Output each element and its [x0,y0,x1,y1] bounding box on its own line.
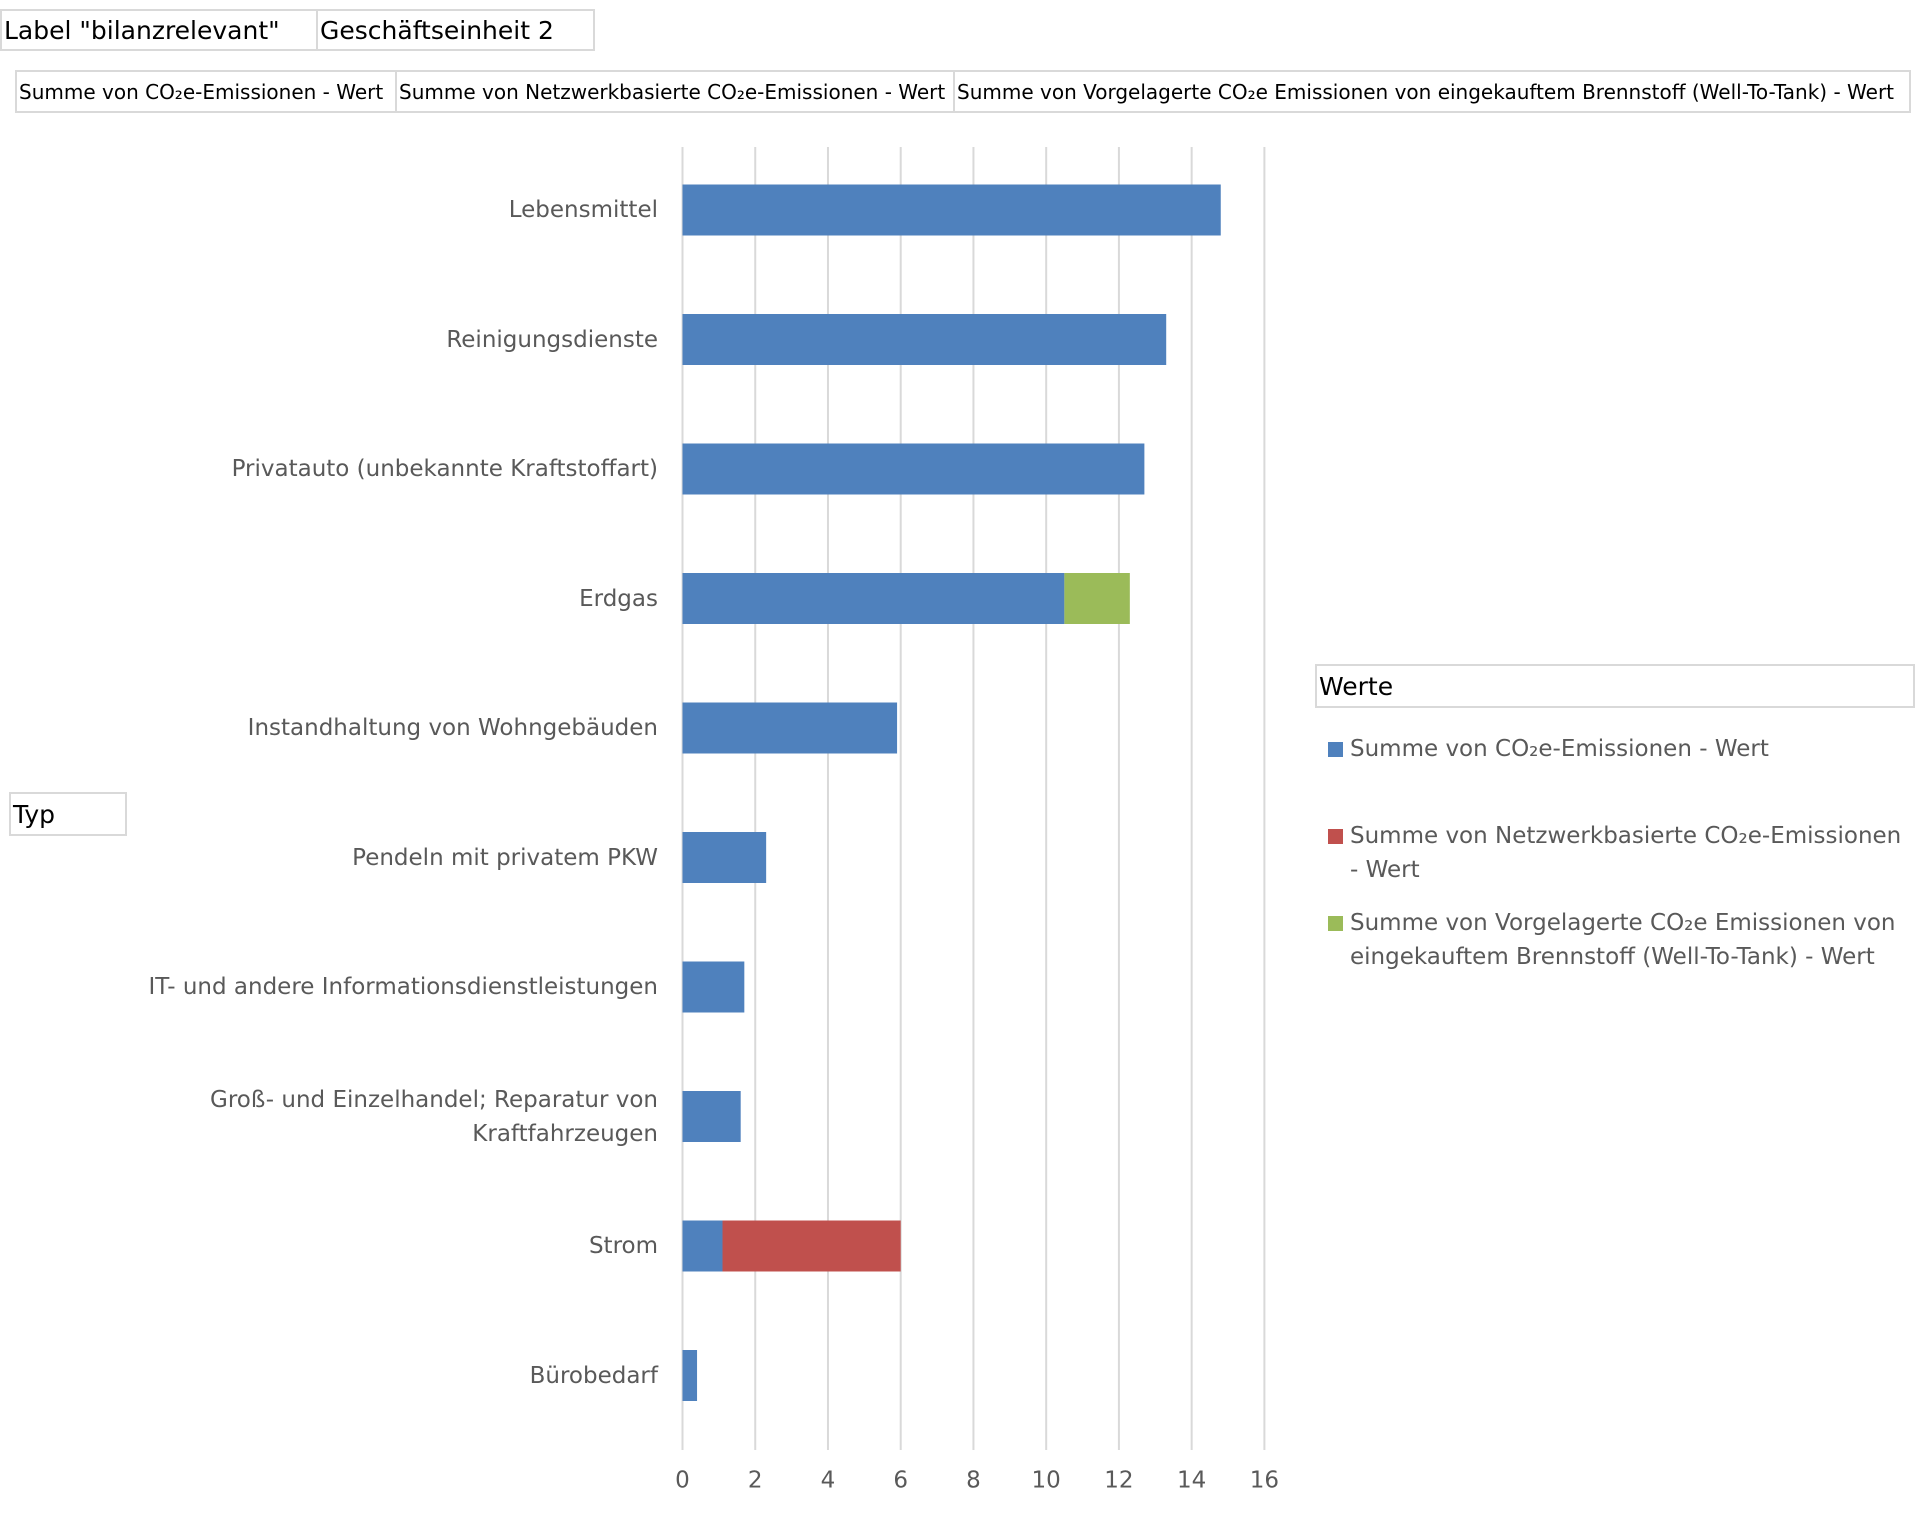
y-tick-label: Reinigungsdienste [446,326,658,353]
bar [722,1220,901,1272]
axis-field-button[interactable]: Typ [9,792,127,836]
legend-swatch [1328,829,1343,844]
x-tick-label: 6 [893,1468,908,1494]
y-tick-label: Privatauto (unbekannte Kraftstoffart) [231,456,658,482]
bar [682,443,1145,495]
x-tick-label: 16 [1250,1468,1279,1494]
filter-button[interactable]: Label "bilanzrelevant" [0,9,318,51]
x-tick-label: 14 [1177,1468,1206,1494]
legend-swatch [1328,742,1343,757]
legend-field-button[interactable]: Werte [1315,664,1915,708]
x-tick-label: 10 [1032,1468,1061,1494]
bar [682,1350,698,1401]
y-tick-label: Instandhaltung von Wohngebäuden [247,715,658,741]
bar [682,184,1221,236]
x-tick-label: 8 [966,1468,981,1494]
bar [1064,573,1130,624]
legend-swatch [1328,916,1343,931]
y-tick-label: Pendeln mit privatem PKW [352,844,658,871]
filter-button[interactable]: Geschäftseinheit 2 [316,9,595,51]
y-tick-label: Erdgas [579,585,658,612]
legend-label: Summe von CO₂e-Emissionen - Wert [1350,736,1769,762]
legend-label: Summe von Vorgelagerte CO₂e Emissionen v… [1350,910,1896,970]
bar [682,1091,741,1142]
legend-label: Summe von Netzwerkbasierte CO₂e-Emission… [1350,823,1902,883]
y-tick-label: Lebensmittel [508,197,658,223]
x-tick-label: 2 [748,1468,763,1494]
value-field-button[interactable]: Summe von Netzwerkbasierte CO₂e-Emission… [395,70,955,113]
bar [682,314,1167,365]
x-tick-label: 12 [1104,1468,1133,1494]
y-tick-label: Strom [588,1233,658,1259]
y-tick-label: Groß- und Einzelhandel; Reparatur von Kr… [210,1086,658,1147]
bar [682,702,898,754]
bar [682,961,745,1013]
bar [682,832,767,883]
y-tick-label: Bürobedarf [529,1362,658,1389]
value-field-button[interactable]: Summe von CO₂e-Emissionen - Wert [15,70,397,113]
x-tick-label: 4 [821,1468,836,1494]
y-tick-label: IT- und andere Informationsdienstleistun… [148,974,658,1000]
bar [682,573,1065,624]
x-tick-label: 0 [675,1468,690,1494]
bar [682,1220,723,1272]
value-field-button[interactable]: Summe von Vorgelagerte CO₂e Emissionen v… [953,70,1911,113]
